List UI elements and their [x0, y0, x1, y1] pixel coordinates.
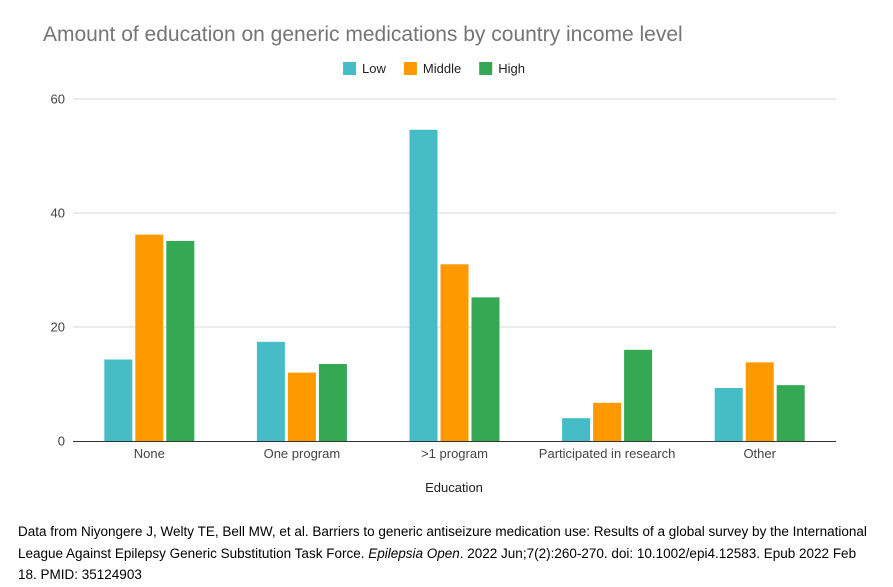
bar-chart: Amount of education on generic medicatio… [43, 23, 836, 495]
x-tick-label: One program [264, 446, 341, 461]
bar-participated-in-research-high [624, 349, 653, 441]
y-axis-ticks: 0 20 40 60 [51, 92, 65, 449]
legend-label-middle: Middle [423, 61, 461, 76]
bar-other-high [776, 385, 805, 441]
y-tick-label: 0 [58, 434, 65, 449]
bar-other-middle [745, 362, 774, 441]
x-axis-title: Education [425, 480, 483, 495]
y-tick-label: 40 [51, 206, 65, 221]
chart-title: Amount of education on generic medicatio… [43, 23, 683, 46]
bar-1-program-low [409, 129, 438, 441]
bar-none-middle [135, 234, 164, 441]
bar-participated-in-research-middle [593, 402, 622, 441]
legend-label-low: Low [362, 61, 386, 76]
legend-swatch-middle [403, 62, 417, 75]
x-axis-ticks: None One program >1 program Participated in… [134, 446, 777, 461]
source-citation: Data from Niyongere J, Welty TE, Bell MW… [18, 521, 878, 586]
bar-none-high [166, 240, 195, 441]
bar-one-program-high [318, 364, 347, 441]
bars [104, 129, 805, 441]
legend-label-high: High [498, 61, 525, 76]
legend-swatch-high [479, 62, 493, 75]
bar-one-program-low [256, 341, 285, 441]
y-tick-label: 60 [51, 92, 65, 107]
bar-1-program-high [471, 297, 500, 441]
legend-swatch-low [343, 62, 357, 75]
bar-other-low [714, 387, 743, 441]
x-tick-label: Other [743, 446, 776, 461]
bar-none-low [104, 359, 133, 441]
x-tick-label: None [134, 446, 165, 461]
x-tick-label: >1 program [421, 446, 488, 461]
citation-text: Data from Niyongere J, Welty TE, Bell MW… [18, 524, 867, 561]
citation-details: . 2022 Jun;7(2):260-270. doi: 10.1002/ep… [18, 545, 857, 583]
bar-one-program-middle [287, 372, 316, 441]
bar-1-program-middle [440, 264, 469, 441]
bar-participated-in-research-low [562, 418, 591, 441]
legend: Low Middle High [343, 61, 525, 76]
journal-name: Epilepsia Open [368, 545, 460, 561]
y-tick-label: 20 [51, 320, 65, 335]
x-tick-label: Participated in research [539, 446, 676, 461]
